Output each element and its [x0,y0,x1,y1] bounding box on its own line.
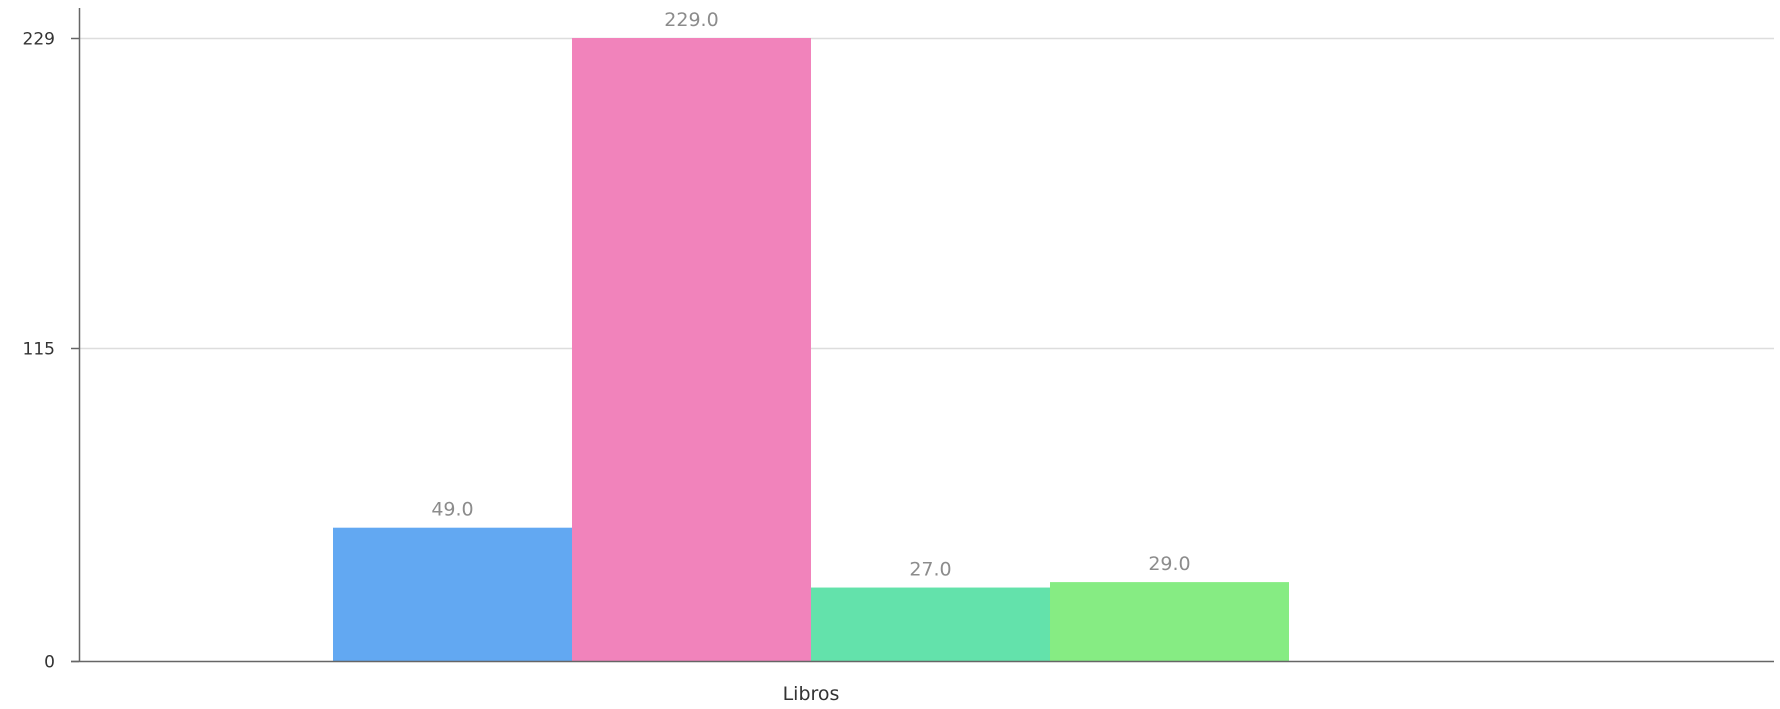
y-tick-label: 0 [44,653,55,673]
data-label: 229.0 [664,9,718,31]
bars [333,38,1289,661]
data-label: 27.0 [909,559,951,581]
bar [811,588,1050,661]
grid-lines [79,39,1774,349]
x-category-label: Libros [783,683,840,705]
y-tick-label: 229 [23,30,55,50]
y-tick-label: 115 [23,340,55,360]
y-tick-labels: 0 115 229 [23,30,79,673]
bar [1050,582,1289,661]
data-label: 29.0 [1148,553,1190,575]
category-labels: Libros [783,683,840,705]
bar [572,38,811,661]
bar [333,528,572,661]
data-label: 49.0 [431,499,473,521]
